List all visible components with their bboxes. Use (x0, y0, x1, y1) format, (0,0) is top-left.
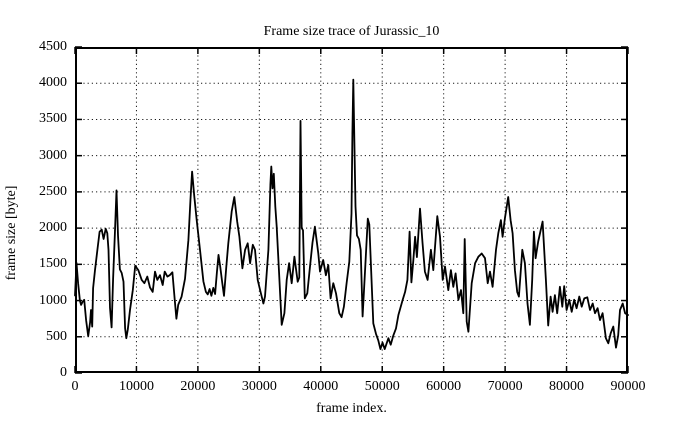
y-tick-label: 500 (46, 328, 67, 344)
plot-border (75, 47, 628, 373)
chart-title: Frame size trace of Jurassic_10 (263, 24, 440, 39)
y-tick-label: 2000 (39, 220, 67, 236)
y-tick-label: 1500 (39, 256, 67, 272)
frame-size-series-line (74, 78, 629, 350)
y-tick-label: 3000 (39, 147, 67, 163)
y-tick-label: 4500 (39, 39, 67, 54)
x-tick-label: 40000 (303, 379, 339, 394)
x-tick-label: 50000 (364, 379, 400, 394)
x-tick-label: 90000 (610, 379, 646, 394)
x-axis-label: frame index. (316, 401, 387, 416)
x-tick-label: 60000 (426, 379, 462, 394)
y-tick-label: 1000 (39, 292, 67, 308)
x-tick-label: 20000 (180, 379, 216, 394)
y-tick-label: 2500 (39, 183, 67, 199)
x-tick-label: 80000 (549, 379, 585, 394)
y-tick-label: 3500 (39, 111, 67, 127)
plot-area (74, 46, 629, 374)
x-tick-label: 10000 (118, 379, 154, 394)
y-tick-label: 4000 (39, 75, 67, 91)
x-tick-label: 30000 (241, 379, 277, 394)
x-tick-label: 0 (71, 379, 79, 394)
x-tick-label: 70000 (487, 379, 523, 394)
y-tick-label: 0 (60, 365, 67, 380)
